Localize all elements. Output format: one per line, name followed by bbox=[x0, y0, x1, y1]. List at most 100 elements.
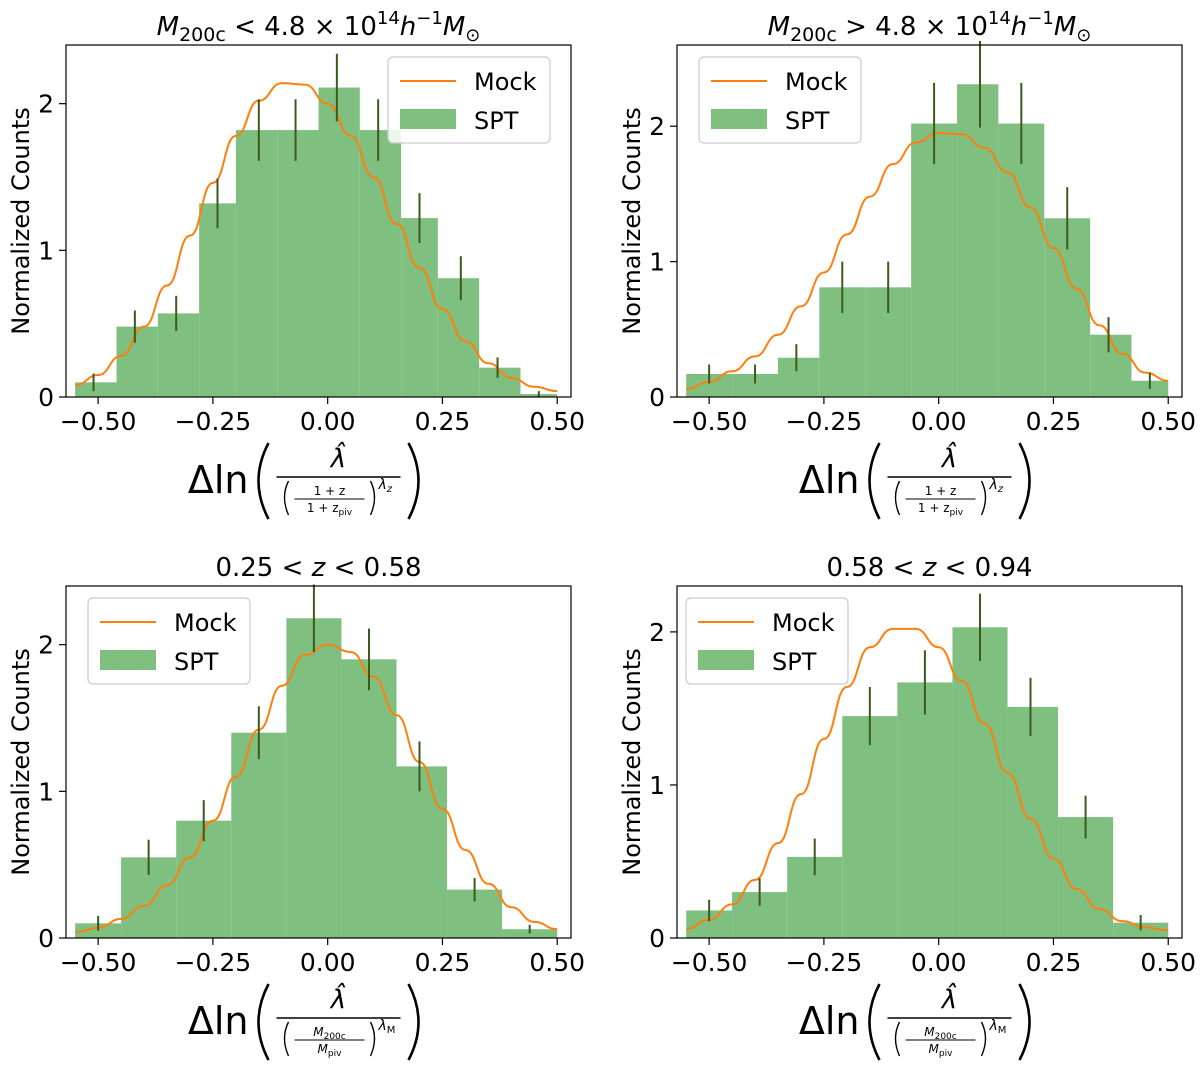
xlabel-paren-left bbox=[868, 442, 881, 520]
legend: Mock SPT bbox=[685, 597, 849, 685]
y-axis-label: Normalized Counts bbox=[7, 107, 35, 335]
x-tick-label: 0.50 bbox=[529, 948, 585, 977]
x-axis-label: Δln λ̂ 1 + z 1 + zpiv λz bbox=[799, 440, 1031, 520]
x-tick-label: 0.25 bbox=[1026, 948, 1082, 977]
legend-spt-swatch bbox=[400, 109, 456, 129]
xlabel-numerator: λ̂ bbox=[940, 440, 957, 474]
panel-title: M200c > 4.8 × 1014h−1M⊙ bbox=[768, 8, 1092, 46]
xlabel-inner-denominator: Mpiv bbox=[929, 1042, 954, 1059]
y-axis-label: Normalized Counts bbox=[618, 107, 646, 335]
xlabel-delta-ln: Δln bbox=[799, 458, 860, 502]
histogram-spt bbox=[75, 87, 558, 398]
x-tick-label: 0.50 bbox=[529, 407, 585, 436]
mock-line bbox=[686, 131, 1169, 390]
histogram-bar bbox=[235, 130, 278, 398]
axes-frame bbox=[676, 585, 1183, 939]
histogram-bar bbox=[359, 130, 402, 398]
histogram-bar bbox=[199, 203, 236, 397]
histogram-bar bbox=[479, 367, 521, 397]
xlabel-inner-paren-left bbox=[894, 480, 901, 516]
xlabel-inner-paren-right bbox=[980, 1021, 987, 1057]
x-tick-label: −0.25 bbox=[786, 407, 863, 436]
legend-spt-swatch bbox=[698, 650, 754, 670]
xlabel-delta-ln: Δln bbox=[188, 458, 249, 502]
histogram-bar bbox=[116, 326, 158, 397]
histogram-bar bbox=[952, 627, 1008, 938]
legend: Mock SPT bbox=[387, 56, 551, 144]
histogram-bar bbox=[277, 130, 319, 398]
xlabel-numerator: λ̂ bbox=[940, 981, 957, 1015]
y-tick-label: 1 bbox=[649, 771, 665, 800]
xlabel-inner-paren-right bbox=[369, 1021, 376, 1057]
panel-title: M200c < 4.8 × 1014h−1M⊙ bbox=[157, 8, 481, 46]
x-tick-label: −0.25 bbox=[175, 407, 252, 436]
legend-spt-label: SPT bbox=[174, 648, 219, 676]
x-tick-label: 0.50 bbox=[1140, 948, 1196, 977]
legend-spt-swatch bbox=[711, 109, 767, 129]
xlabel-paren-left bbox=[257, 983, 270, 1061]
legend-spt-swatch bbox=[100, 650, 156, 670]
y-tick-label: 0 bbox=[649, 383, 665, 412]
x-tick-label: 0.25 bbox=[1026, 407, 1082, 436]
xlabel-delta-ln: Δln bbox=[799, 999, 860, 1043]
x-tick-label: 0.25 bbox=[415, 948, 471, 977]
y-tick-label: 1 bbox=[38, 777, 54, 806]
xlabel-inner-numerator: M200c bbox=[924, 1025, 957, 1042]
y-tick-label: 2 bbox=[38, 631, 54, 660]
xlabel-inner-paren-right bbox=[980, 480, 987, 516]
xlabel-inner-numerator: M200c bbox=[313, 1025, 346, 1042]
x-tick-label: −0.50 bbox=[60, 407, 137, 436]
histogram-bar bbox=[231, 732, 287, 938]
panel-title: 0.25 < z < 0.58 bbox=[215, 553, 421, 583]
y-tick-label: 0 bbox=[649, 924, 665, 953]
histogram-bar bbox=[842, 716, 898, 938]
y-tick-label: 2 bbox=[38, 90, 54, 119]
errorbars bbox=[92, 53, 540, 397]
y-tick-label: 1 bbox=[38, 236, 54, 265]
xlabel-paren-left bbox=[257, 442, 270, 520]
legend-mock-label: Mock bbox=[474, 68, 537, 96]
y-tick-label: 0 bbox=[38, 383, 54, 412]
histogram-bar bbox=[396, 766, 448, 938]
legend-spt-label: SPT bbox=[785, 107, 830, 135]
xlabel-exponent: λz bbox=[989, 477, 1004, 495]
xlabel-inner-numerator: 1 + z bbox=[925, 484, 957, 498]
xlabel-delta-ln: Δln bbox=[188, 999, 249, 1043]
histogram-bar bbox=[318, 87, 360, 398]
panel-title: 0.58 < z < 0.94 bbox=[826, 553, 1032, 583]
histogram-bar bbox=[686, 373, 733, 397]
xlabel-inner-numerator: 1 + z bbox=[314, 484, 346, 498]
axes-frame bbox=[65, 44, 572, 398]
errorbars bbox=[708, 593, 1142, 931]
histogram-bar bbox=[1007, 706, 1059, 938]
legend: Mock SPT bbox=[698, 56, 862, 144]
xlabel-paren-right bbox=[407, 442, 420, 520]
x-tick-label: −0.25 bbox=[786, 948, 863, 977]
histogram-bar bbox=[1090, 334, 1132, 397]
xlabel-inner-denominator: Mpiv bbox=[318, 1042, 343, 1059]
x-tick-label: −0.50 bbox=[671, 407, 748, 436]
histogram-spt bbox=[686, 84, 1169, 398]
errorbars bbox=[708, 40, 1151, 389]
histogram-bar bbox=[75, 382, 117, 397]
histogram-bar bbox=[401, 218, 438, 397]
histogram-bar bbox=[998, 123, 1045, 398]
x-tick-label: 0.00 bbox=[911, 948, 967, 977]
y-tick-label: 2 bbox=[649, 112, 665, 141]
mock-line bbox=[75, 643, 558, 934]
x-tick-label: −0.50 bbox=[60, 948, 137, 977]
xlabel-inner-paren-left bbox=[283, 480, 290, 516]
legend-spt-label: SPT bbox=[772, 648, 817, 676]
histogram-bar bbox=[341, 659, 397, 938]
x-tick-label: 0.25 bbox=[415, 407, 471, 436]
legend-mock-label: Mock bbox=[174, 609, 237, 637]
legend: Mock SPT bbox=[87, 597, 251, 685]
y-tick-label: 1 bbox=[649, 248, 665, 277]
axes-frame bbox=[65, 585, 572, 939]
